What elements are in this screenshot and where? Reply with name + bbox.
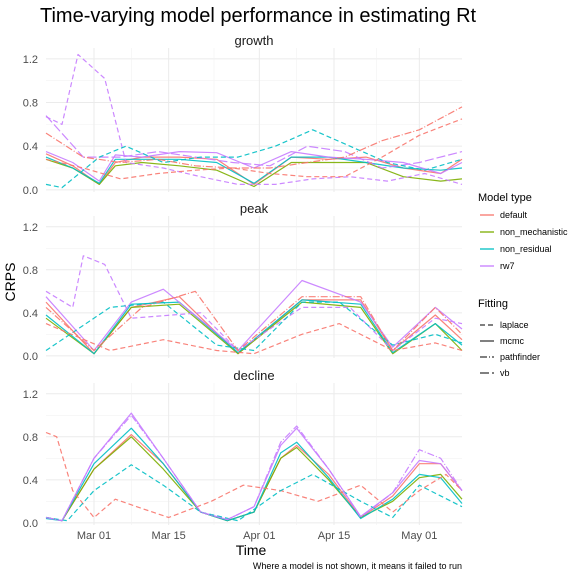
legend-title-fitting: Fitting: [478, 298, 508, 310]
series-line-non_residual-laplace: [45, 301, 463, 352]
y-tick-label: 0.4: [23, 308, 38, 320]
facet-panel-decline: decline 0.0 0.4 0.8 1.2: [23, 368, 463, 530]
legend-title-model-type: Model type: [478, 192, 532, 204]
series-line-rw7-vb: [45, 115, 463, 169]
x-axis: Mar 01 Mar 15 Apr 01 Apr 15 May 01: [77, 530, 437, 542]
facet-title: growth: [234, 33, 273, 48]
legend-label-mcmc: mcmc: [500, 336, 524, 346]
y-tick-label: 0.8: [23, 265, 38, 277]
y-tick-label: 0.8: [23, 98, 38, 110]
legend-label-non_residual: non_residual: [500, 244, 552, 254]
facet-panel-growth: growth 0.0 0.4 0.8 1.2: [23, 33, 463, 197]
y-tick-label: 0.0: [23, 185, 38, 197]
series-line-rw7-pathfinder: [45, 414, 463, 522]
legend: Model type default non_mechanistic non_resi…: [478, 192, 568, 378]
chart-title: Time-varying model performance in estima…: [40, 5, 477, 27]
legend-label-pathfinder: pathfinder: [500, 352, 540, 362]
legend-label-vb: vb: [500, 368, 510, 378]
facet-title: peak: [240, 201, 269, 216]
series-line-non_mechanistic-mcmc: [45, 436, 463, 522]
x-tick-label: May 01: [401, 530, 437, 542]
legend-label-laplace: laplace: [500, 320, 529, 330]
x-tick-label: Mar 01: [77, 530, 111, 542]
facet-panel-peak: peak 0.0 0.4 0.8 1.2: [23, 201, 463, 363]
y-axis-title: CRPS: [2, 263, 18, 302]
series-line-default-laplace: [45, 431, 463, 519]
x-tick-label: Apr 01: [243, 530, 275, 542]
y-tick-label: 0.4: [23, 141, 38, 153]
x-tick-label: Mar 15: [152, 530, 186, 542]
series-line-rw7-mcmc: [45, 151, 463, 182]
y-tick-label: 0.8: [23, 432, 38, 444]
series-line-non_mechanistic-mcmc: [45, 158, 463, 188]
series-line-rw7-laplace: [45, 255, 463, 352]
series-line-non_residual-laplace: [45, 129, 463, 189]
x-tick-label: Apr 15: [318, 530, 350, 542]
x-axis-title: Time: [236, 542, 267, 558]
y-tick-label: 1.2: [23, 389, 38, 401]
series-line-default-pathfinder: [45, 290, 463, 352]
y-tick-label: 0.4: [23, 475, 38, 487]
series-line-default-laplace: [45, 323, 463, 355]
series-line-non_residual-mcmc: [45, 299, 463, 355]
y-tick-label: 1.2: [23, 54, 38, 66]
legend-label-rw7: rw7: [500, 261, 515, 271]
series-line-rw7-laplace: [45, 53, 463, 185]
y-tick-label: 0.0: [23, 351, 38, 363]
facet-title: decline: [233, 368, 274, 383]
series-line-default-laplace: [45, 118, 463, 180]
y-tick-label: 1.2: [23, 222, 38, 234]
series-line-non_residual-mcmc: [45, 156, 463, 184]
series-line-rw7-mcmc: [45, 279, 463, 352]
legend-label-default: default: [500, 210, 528, 220]
legend-label-non_mechanistic: non_mechanistic: [500, 227, 568, 237]
series-line-rw7-mcmc: [45, 412, 463, 522]
series-line-default-pathfinder: [45, 106, 463, 169]
panels-layer: growth0.00.40.81.2peak0.00.40.81.2declin…: [23, 33, 463, 542]
chart-caption: Where a model is not shown, it means it …: [253, 561, 462, 571]
y-tick-label: 0.0: [23, 518, 38, 530]
series-line-non_residual-laplace: [45, 464, 463, 522]
series-line-non_residual-mcmc: [45, 427, 463, 522]
